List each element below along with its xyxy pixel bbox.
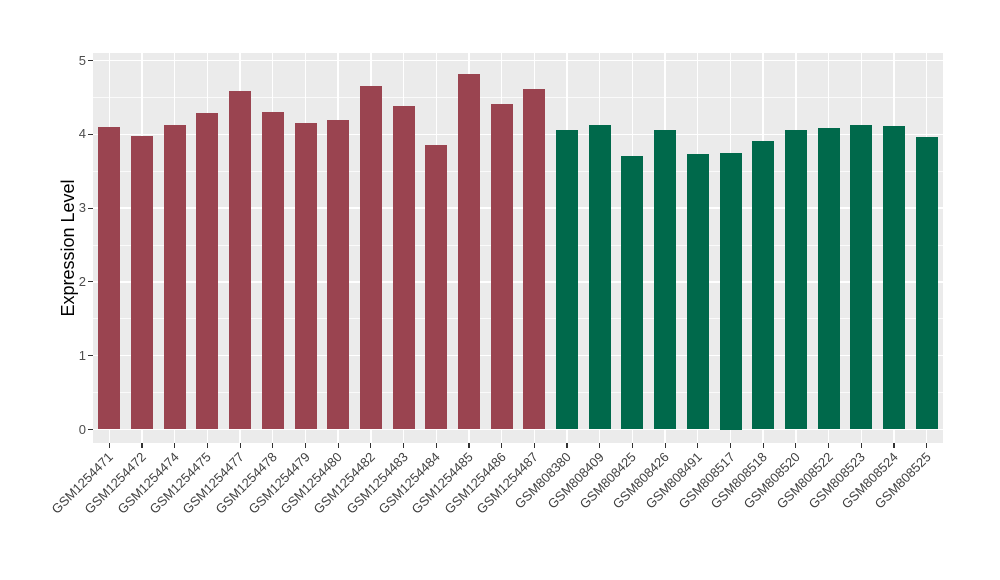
bar-GSM808524 <box>882 126 905 430</box>
bar-GSM808522 <box>817 127 840 430</box>
bar-GSM1254472 <box>131 135 154 430</box>
bar-GSM808525 <box>915 136 938 430</box>
bar-GSM808523 <box>850 125 873 430</box>
x-tick-mark <box>402 443 405 448</box>
bar-GSM808409 <box>588 125 611 430</box>
x-tick-mark <box>926 443 928 448</box>
y-tick-label: 5 <box>78 52 86 68</box>
gridline-minor-h <box>93 392 943 394</box>
y-tick-mark <box>88 355 93 357</box>
bar-GSM1254471 <box>98 126 121 430</box>
gridline-minor-h <box>93 170 943 172</box>
bar-GSM808380 <box>556 129 579 430</box>
bar-GSM1254474 <box>163 125 186 430</box>
bar-GSM1254485 <box>457 73 480 430</box>
gridline-major-h <box>93 207 943 209</box>
gridline-major-h <box>93 428 943 431</box>
bar-GSM808518 <box>752 140 775 430</box>
x-tick-mark <box>337 443 339 448</box>
y-tick-label: 4 <box>78 126 86 142</box>
y-tick-mark <box>88 281 93 283</box>
x-tick-mark <box>729 443 732 448</box>
x-tick-mark <box>141 443 143 448</box>
x-tick-mark <box>468 443 470 448</box>
bar-GSM1254479 <box>294 123 317 430</box>
gridline-minor-h <box>93 96 943 98</box>
bar-GSM808425 <box>621 156 644 430</box>
bar-GSM808491 <box>686 154 709 430</box>
x-tick-mark <box>631 443 633 448</box>
x-tick-mark <box>239 443 241 448</box>
y-tick-label: 2 <box>78 273 86 289</box>
bar-GSM1254487 <box>523 89 546 430</box>
y-tick-label: 3 <box>78 200 86 216</box>
bar-GSM1254477 <box>229 91 252 430</box>
bar-GSM1254482 <box>359 85 382 430</box>
gridline-major-h <box>93 281 943 283</box>
bar-GSM1254475 <box>196 112 219 430</box>
bar-GSM1254486 <box>490 104 513 430</box>
x-tick-mark <box>272 443 274 448</box>
x-tick-mark <box>697 443 699 448</box>
y-tick-mark <box>88 428 93 431</box>
y-tick-label: 1 <box>78 347 86 363</box>
bar-GSM808426 <box>654 129 677 430</box>
x-tick-mark <box>599 443 601 448</box>
x-tick-mark <box>827 443 830 448</box>
x-tick-mark <box>435 443 437 448</box>
plot-panel <box>93 53 943 443</box>
gridline-major-h <box>93 354 943 357</box>
gridline-minor-h <box>93 318 943 320</box>
x-tick-mark <box>893 443 895 448</box>
bar-GSM1254480 <box>327 119 350 430</box>
y-tick-label: 0 <box>78 421 86 437</box>
y-tick-mark <box>88 133 93 135</box>
y-axis-title: Expression Level <box>58 179 78 317</box>
x-tick-mark <box>370 443 372 448</box>
x-tick-mark <box>108 443 110 448</box>
bar-GSM808517 <box>719 152 742 430</box>
x-tick-mark <box>533 443 535 448</box>
y-tick-mark <box>88 59 93 62</box>
x-tick-mark <box>860 443 862 448</box>
x-tick-mark <box>795 443 797 448</box>
gridline-minor-h <box>93 244 943 246</box>
x-tick-mark <box>304 443 307 448</box>
x-tick-mark <box>206 443 208 448</box>
bar-GSM1254483 <box>392 106 415 430</box>
gridline-major-h <box>93 133 943 136</box>
x-tick-mark <box>762 443 764 448</box>
y-tick-mark <box>88 207 93 209</box>
bar-GSM1254478 <box>261 112 284 430</box>
gridline-major-h <box>93 59 943 62</box>
x-tick-mark <box>566 443 568 448</box>
bar-GSM808520 <box>784 129 807 430</box>
x-tick-mark <box>664 443 666 448</box>
x-tick-mark <box>501 443 503 448</box>
x-tick-mark <box>174 443 176 448</box>
bar-GSM1254484 <box>425 144 448 430</box>
